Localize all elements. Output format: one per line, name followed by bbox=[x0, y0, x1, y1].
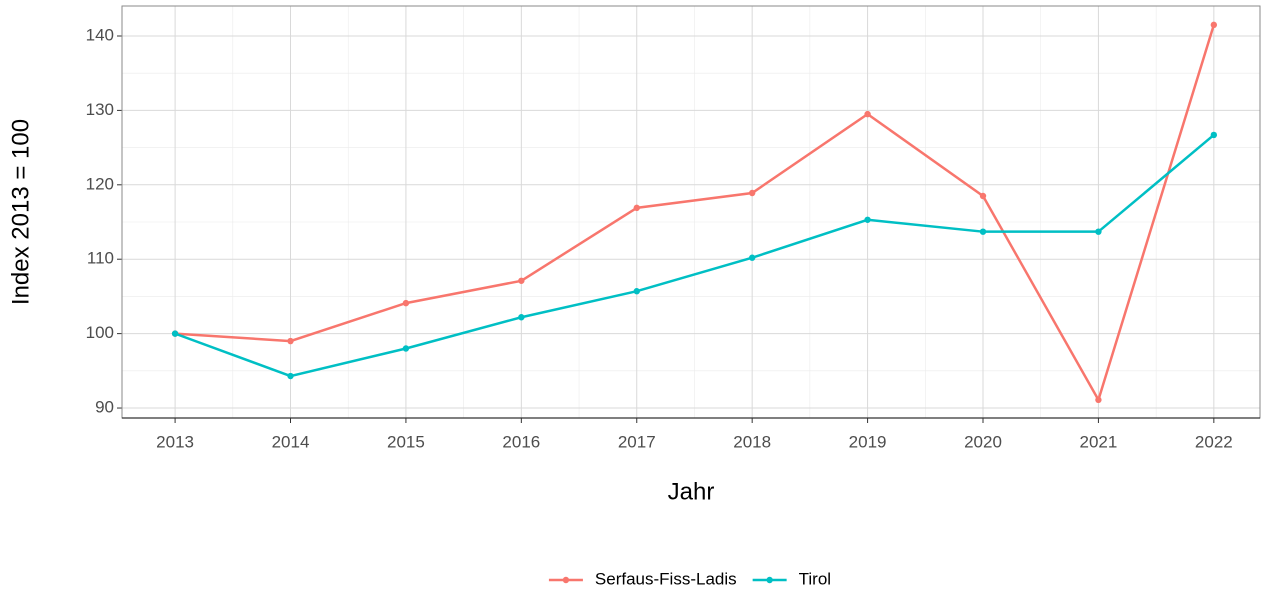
x-tick-label: 2017 bbox=[618, 432, 656, 451]
legend-label: Serfaus-Fiss-Ladis bbox=[595, 569, 737, 588]
data-point bbox=[171, 330, 179, 337]
data-point bbox=[1095, 396, 1102, 404]
data-point bbox=[633, 288, 640, 295]
x-tick-label: 2013 bbox=[156, 432, 194, 451]
x-tick-label: 2015 bbox=[387, 432, 425, 451]
y-tick-label: 140 bbox=[86, 25, 114, 44]
data-point bbox=[287, 372, 294, 380]
panel-border bbox=[121, 5, 1261, 419]
series-line bbox=[175, 24, 1216, 403]
x-tick-label: 2018 bbox=[733, 432, 771, 451]
data-point bbox=[402, 299, 410, 307]
x-tick-label: 2021 bbox=[1080, 432, 1118, 451]
x-tick-label: 2014 bbox=[272, 432, 310, 451]
data-point bbox=[287, 337, 294, 345]
data-point bbox=[1095, 228, 1102, 235]
data-point bbox=[633, 204, 640, 212]
data-point bbox=[748, 189, 756, 197]
y-tick-label: 120 bbox=[86, 174, 114, 193]
data-point bbox=[864, 216, 871, 223]
legend-key-point bbox=[766, 576, 773, 584]
data-point bbox=[979, 228, 987, 235]
series-line bbox=[174, 133, 1215, 378]
x-tick-label: 2019 bbox=[849, 432, 887, 451]
data-point bbox=[979, 192, 987, 200]
x-tick-label: 2016 bbox=[502, 432, 540, 451]
data-point bbox=[1210, 131, 1218, 139]
data-point bbox=[518, 314, 525, 321]
y-tick-label: 90 bbox=[95, 398, 114, 417]
y-axis-title: Index 2013 = 100 bbox=[7, 119, 34, 305]
legend-key-point bbox=[562, 576, 570, 584]
y-tick-label: 110 bbox=[87, 249, 114, 268]
legend-label: Tirol bbox=[799, 569, 831, 588]
x-tick-label: 2022 bbox=[1195, 432, 1233, 451]
x-axis-title: Jahr bbox=[668, 478, 715, 505]
legend: Serfaus-Fiss-Ladis Tirol bbox=[548, 569, 831, 588]
x-tick-label: 2020 bbox=[964, 432, 1002, 451]
y-tick-label: 100 bbox=[86, 323, 114, 342]
data-point bbox=[864, 110, 871, 118]
data-point bbox=[518, 277, 525, 284]
data-point bbox=[748, 254, 756, 261]
y-tick-label: 130 bbox=[86, 100, 114, 119]
data-point bbox=[1210, 21, 1218, 29]
data-point bbox=[402, 345, 410, 352]
